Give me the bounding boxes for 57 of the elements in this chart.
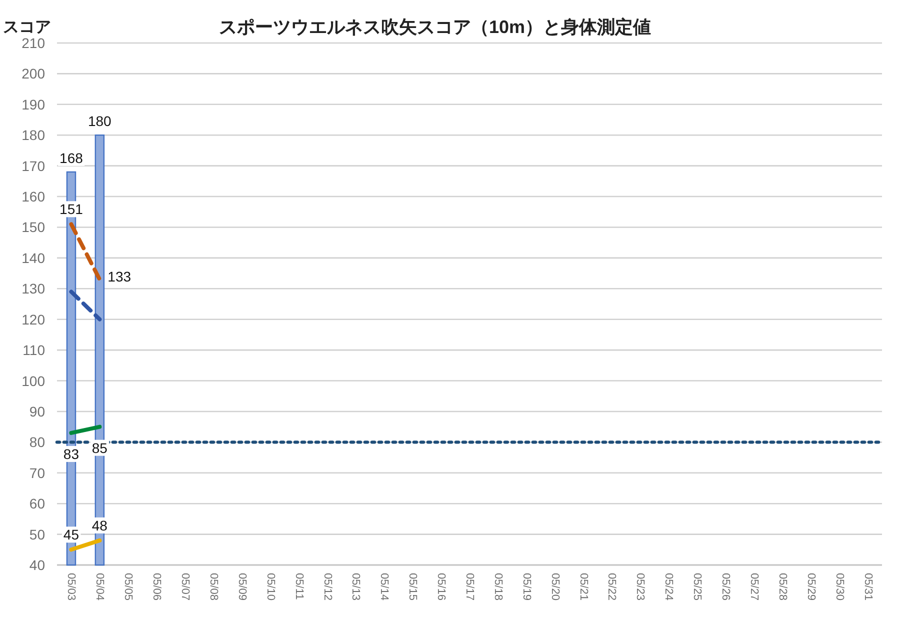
data-label: 45 (63, 526, 80, 543)
y-tick-label: 120 (22, 311, 46, 328)
x-tick-label: 05/21 (577, 573, 590, 601)
y-tick-label: 40 (29, 557, 46, 573)
y-tick-label: 190 (22, 96, 46, 112)
x-tick-label: 05/23 (634, 573, 646, 601)
x-tick-label: 05/18 (492, 573, 504, 601)
x-tick-label: 05/27 (748, 573, 760, 601)
y-tick-label: 50 (29, 526, 46, 542)
x-tick-label: 05/24 (662, 573, 675, 601)
x-tick-label: 05/09 (236, 573, 248, 601)
x-tick-label: 05/17 (464, 573, 476, 601)
y-tick-label: 110 (22, 342, 46, 358)
y-tick-label: 90 (29, 403, 46, 420)
y-tick-label: 100 (22, 372, 46, 389)
y-tick-label: 180 (22, 127, 46, 144)
y-tick-label: 70 (29, 464, 46, 481)
x-tick-label: 05/13 (350, 573, 362, 601)
x-tick-label: 05/31 (862, 573, 874, 601)
x-tick-label: 05/03 (65, 573, 78, 601)
y-tick-label: 170 (22, 158, 46, 174)
x-tick-label: 05/22 (606, 573, 618, 601)
x-tick-label: 05/16 (435, 573, 448, 601)
y-tick-label: 60 (29, 496, 46, 512)
y-axis-title: スコア (3, 19, 51, 36)
data-label: 151 (60, 201, 84, 218)
chart-title: スポーツウエルネス吹矢スコア（10m）と身体測定値 (218, 17, 652, 37)
x-tick-label: 05/08 (207, 573, 220, 601)
data-label: 168 (60, 150, 84, 166)
x-tick-label: 05/12 (321, 573, 334, 601)
data-label: 133 (108, 268, 132, 284)
x-tick-label: 05/11 (292, 573, 305, 600)
x-tick-label: 05/20 (548, 573, 561, 601)
x-tick-label: 05/25 (691, 573, 704, 601)
x-tick-label: 05/26 (720, 573, 732, 601)
data-label: 83 (63, 446, 80, 462)
data-label: 85 (92, 440, 108, 456)
data-label: 48 (92, 517, 108, 534)
x-tick-label: 05/10 (264, 573, 276, 601)
y-tick-label: 150 (22, 219, 46, 236)
y-tick-label: 160 (22, 188, 46, 205)
x-tick-label: 05/29 (804, 573, 817, 601)
x-tick-label: 05/06 (150, 573, 163, 601)
x-tick-label: 05/05 (122, 573, 134, 601)
y-tick-label: 210 (22, 35, 46, 51)
y-tick-label: 80 (29, 434, 46, 450)
x-tick-label: 05/28 (776, 573, 788, 601)
x-tick-label: 05/19 (520, 573, 532, 601)
y-tick-label: 140 (22, 250, 46, 266)
y-tick-label: 200 (22, 66, 46, 82)
data-label: 180 (88, 113, 112, 130)
x-tick-label: 05/15 (406, 573, 419, 601)
x-tick-label: 05/04 (94, 573, 106, 601)
x-tick-label: 05/30 (833, 573, 846, 601)
y-tick-label: 130 (22, 280, 46, 297)
x-tick-label: 05/14 (378, 573, 390, 601)
x-tick-label: 05/07 (179, 573, 192, 601)
